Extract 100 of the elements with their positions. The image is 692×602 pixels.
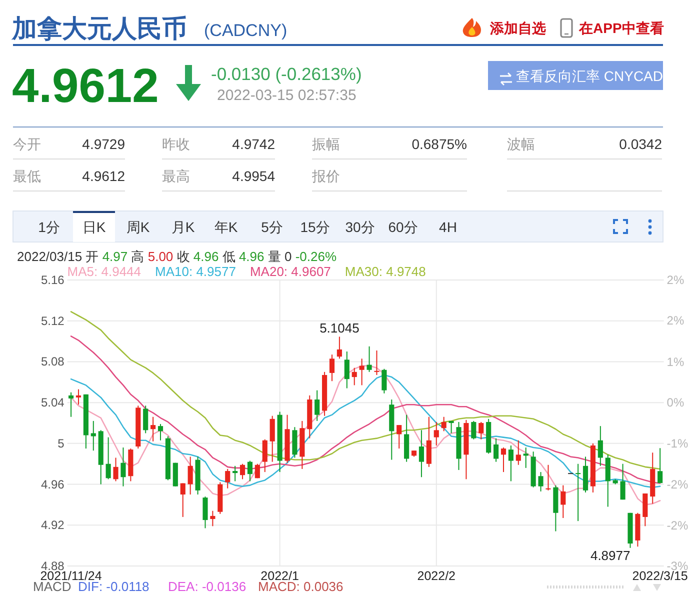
candlestick <box>143 405 148 434</box>
text: 4.9612 <box>82 168 126 184</box>
text: 日K <box>82 219 106 235</box>
text: 月K <box>171 219 196 235</box>
candlestick <box>120 447 126 487</box>
y-tick-label: 5.04 <box>40 396 65 410</box>
y-tick-label: 5.16 <box>40 273 65 287</box>
text: 昨收 <box>162 136 190 152</box>
candlestick <box>441 416 446 432</box>
candlestick <box>210 510 216 527</box>
text: MA5: 4.9444 <box>67 264 142 279</box>
candlestick <box>359 358 364 386</box>
text: 60分 <box>388 219 418 235</box>
candlestick <box>113 457 118 482</box>
line-series <box>70 311 661 470</box>
text: 30分 <box>345 219 375 235</box>
text: 1分 <box>38 219 60 235</box>
y-tick-label: 4.96 <box>40 477 65 492</box>
text: 波幅 <box>507 136 535 152</box>
candlestick <box>106 436 111 480</box>
candlestick <box>150 416 156 442</box>
text: 报价 <box>311 168 340 184</box>
candlestick <box>448 420 454 434</box>
candlestick <box>158 424 164 441</box>
text: 5分 <box>261 219 283 235</box>
candlestick <box>202 496 208 529</box>
candlestick <box>352 367 357 386</box>
candlestick <box>434 421 439 446</box>
text: 2022-03-15 02:57:35 <box>217 87 356 104</box>
y-tick-label: 5.08 <box>40 354 65 369</box>
candlestick <box>642 492 648 527</box>
text: 最高 <box>162 168 190 184</box>
y-tick-label: 5 <box>58 436 65 450</box>
candlestick <box>382 368 387 394</box>
candlestick <box>344 351 350 389</box>
candlestick <box>262 438 268 473</box>
text: 15分 <box>300 219 330 235</box>
candlestick <box>576 463 581 522</box>
text: 0.6875% <box>412 136 467 152</box>
text: 2022/03/15 开 4.97 高 5.00 收 4.96 低 4.96 量 0 -0.26% <box>17 249 337 264</box>
candlestick <box>426 416 432 468</box>
y2-tick-label: 0% <box>666 396 684 410</box>
text: 振幅 <box>312 136 340 152</box>
y-tick-label: 4.92 <box>40 518 65 532</box>
candlestick <box>180 482 186 518</box>
candlestick <box>516 440 521 466</box>
candlestick <box>76 388 82 406</box>
x-tick-label: 2022/2 <box>417 569 456 583</box>
candlestick <box>254 463 260 479</box>
candlestick <box>523 447 528 468</box>
text: 4H <box>439 219 457 235</box>
text: 最低 <box>13 168 41 184</box>
annotation: 5.1045 <box>320 320 360 336</box>
text: 0.0342 <box>619 136 662 152</box>
y2-tick-label: -2% <box>666 478 688 492</box>
text: 4.9612 <box>12 60 159 113</box>
chart-subtitle: (CADCNY) <box>204 21 288 40</box>
candlestick <box>232 465 238 482</box>
candlestick <box>418 430 424 478</box>
candlestick <box>538 472 544 492</box>
text: 4.9729 <box>82 136 126 152</box>
text: MA20: 4.9607 <box>250 264 331 279</box>
x-tick-label: 2022/3/15 <box>632 569 688 583</box>
candlestick <box>225 468 230 489</box>
text: 在APP中查看 <box>578 20 664 36</box>
candlestick <box>329 354 335 382</box>
text: 4.9954 <box>232 168 276 184</box>
candlestick <box>270 415 275 462</box>
y2-tick-label: -1% <box>666 436 688 450</box>
candlestick <box>68 392 74 418</box>
candlestick <box>620 463 626 500</box>
y-tick-label: 5.12 <box>40 314 65 328</box>
text: 添加自选 <box>489 20 546 36</box>
text: DEA: -0.0136 <box>168 579 246 594</box>
candlestick <box>247 460 253 482</box>
candlestick <box>494 438 499 462</box>
y2-tick-label: 1% <box>666 354 684 369</box>
candlestick <box>500 447 506 473</box>
text: MA30: 4.9748 <box>344 264 426 279</box>
text: 4.9742 <box>232 136 276 152</box>
candlestick <box>658 448 663 484</box>
y2-tick-label: 2% <box>666 314 684 328</box>
candlestick <box>478 421 484 440</box>
text: 年K <box>214 219 238 235</box>
candlestick <box>240 463 246 480</box>
text: MA10: 4.9577 <box>155 264 236 279</box>
candlestick <box>546 464 551 491</box>
chart-title: 加拿大元人民币 <box>11 15 187 43</box>
candlestick <box>374 350 380 376</box>
candlestick <box>314 390 320 422</box>
annotation: 4.8977 <box>590 548 630 563</box>
y2-tick-label: -2% <box>666 518 688 532</box>
candlestick <box>605 454 610 508</box>
candlestick <box>172 462 178 487</box>
candlestick <box>336 336 342 360</box>
candlestick <box>560 484 566 518</box>
candlestick <box>90 420 96 452</box>
y2-tick-label: 2% <box>666 273 684 287</box>
candlestick <box>508 444 514 482</box>
candlestick <box>396 424 402 450</box>
